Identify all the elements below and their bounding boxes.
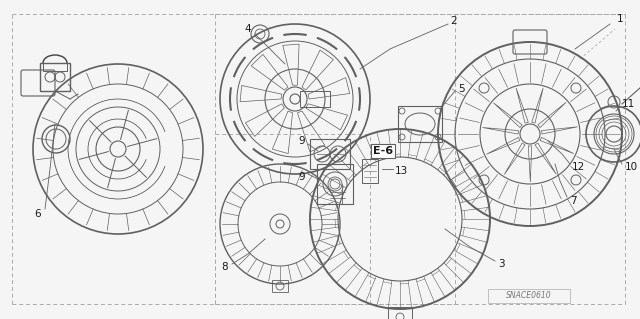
Text: 5: 5 xyxy=(458,84,465,94)
Text: 8: 8 xyxy=(221,262,228,272)
Bar xyxy=(388,307,412,319)
Text: 9: 9 xyxy=(298,136,305,146)
Text: 12: 12 xyxy=(572,162,585,172)
Text: 3: 3 xyxy=(498,259,504,269)
Bar xyxy=(398,106,442,142)
Text: SNACE0610: SNACE0610 xyxy=(506,292,552,300)
Text: 1: 1 xyxy=(617,14,623,24)
Text: 6: 6 xyxy=(35,209,42,219)
Bar xyxy=(362,159,378,183)
Text: 10: 10 xyxy=(625,162,638,172)
Text: 2: 2 xyxy=(450,16,456,26)
Text: 13: 13 xyxy=(395,166,408,176)
Bar xyxy=(317,164,353,204)
Text: 7: 7 xyxy=(570,196,577,206)
Bar xyxy=(272,280,288,292)
Text: 9: 9 xyxy=(298,172,305,182)
Text: E-6: E-6 xyxy=(373,146,393,156)
Bar xyxy=(43,63,67,71)
Text: 11: 11 xyxy=(622,99,636,109)
Bar xyxy=(300,91,330,107)
Bar xyxy=(488,289,570,303)
Text: 4: 4 xyxy=(244,24,252,34)
Bar xyxy=(40,63,70,91)
Bar xyxy=(310,139,350,169)
